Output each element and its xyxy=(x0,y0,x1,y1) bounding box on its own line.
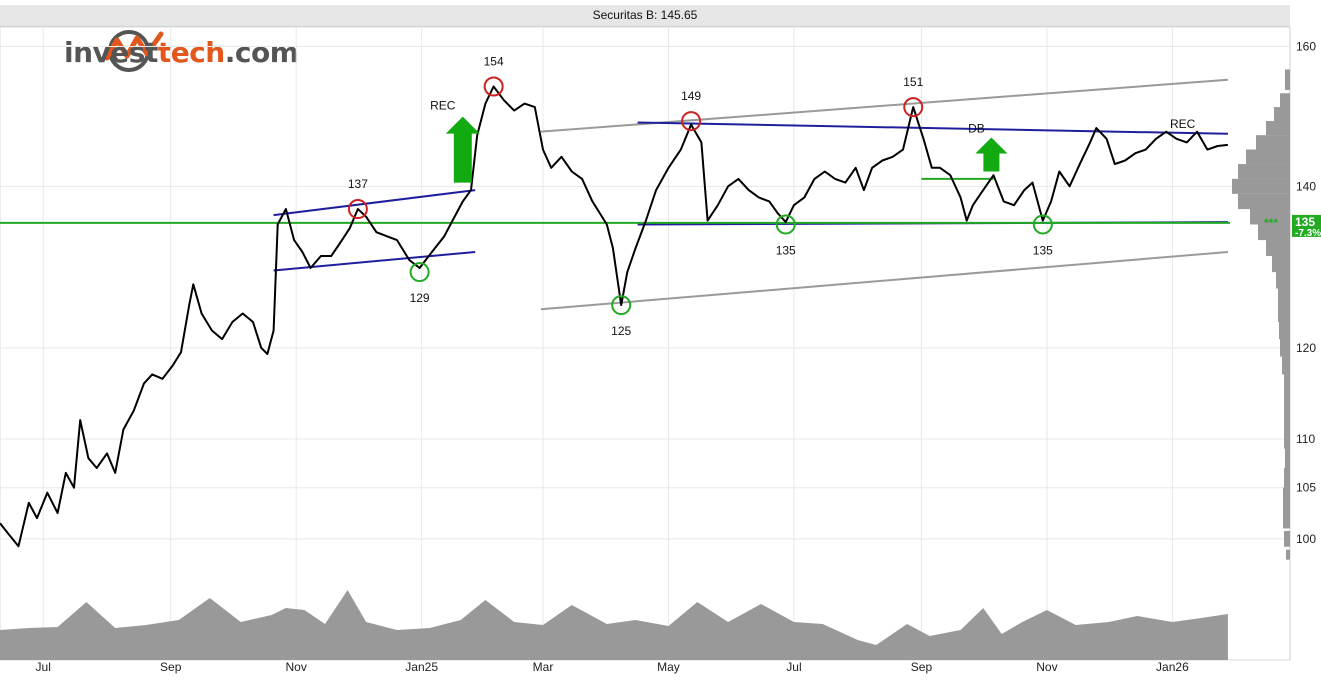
axes: 160 140 120 110 105 100 Jul Sep Nov Jan25 Mar May Ju… xyxy=(36,39,1321,674)
bottom-marker xyxy=(409,262,430,283)
volume-profile-bar xyxy=(1285,69,1290,90)
x-tick-label: Mar xyxy=(533,660,554,674)
volume-profile-bar xyxy=(1276,271,1290,289)
chart-title: Securitas B: 145.65 xyxy=(0,5,1290,27)
volume-profile-bar xyxy=(1278,304,1290,323)
y-tick-label: 105 xyxy=(1296,481,1316,495)
y-tick-label: 140 xyxy=(1296,179,1316,193)
signals: REC DB REC xyxy=(430,99,1196,183)
volume-profile-bar xyxy=(1266,239,1290,256)
x-tick-label: Nov xyxy=(1036,660,1057,674)
top-marker xyxy=(681,111,702,132)
volume-area-shape xyxy=(0,590,1228,660)
signal-label: REC xyxy=(1170,117,1196,131)
volume-profile-bar xyxy=(1284,410,1290,430)
volume-profile-bar xyxy=(1284,374,1290,393)
y-tick-label: 110 xyxy=(1296,432,1315,446)
trend-line xyxy=(540,78,1229,133)
buy-signal-arrow xyxy=(445,116,480,183)
top-marker xyxy=(347,199,368,220)
signal-label: DB xyxy=(968,121,985,135)
trend-line xyxy=(637,221,1228,226)
signal-label: REC xyxy=(430,99,456,113)
volume-profile-bar xyxy=(1272,255,1290,273)
logo-prefix: invest xyxy=(64,36,158,69)
x-tick-label: Jul xyxy=(36,660,51,674)
trend-line xyxy=(273,189,476,217)
trend-lines xyxy=(0,78,1230,311)
extreme-markers: 137 154 149 151 129 125 135 135 xyxy=(348,55,1053,339)
trend-line xyxy=(273,250,476,272)
volume-profile-bar xyxy=(1284,467,1290,488)
price-line xyxy=(0,85,1229,548)
volume-profile-bar xyxy=(1279,321,1290,340)
volume-profile-bar xyxy=(1274,107,1290,122)
volume-profile-bar xyxy=(1258,224,1290,241)
plot-frame xyxy=(0,26,1291,661)
price-tag-pct: -7.3% xyxy=(1295,228,1321,239)
top-label: 149 xyxy=(681,89,701,103)
volume-profile-bar xyxy=(1266,121,1290,136)
x-tick-label: Sep xyxy=(911,660,933,674)
x-tick-label: Jul xyxy=(786,660,801,674)
investtech-logo-text: investtech.com xyxy=(64,36,299,69)
price-tag-label: 135 xyxy=(1295,215,1315,229)
price-tag-box xyxy=(1292,214,1321,237)
top-label: 154 xyxy=(484,55,504,69)
bottom-label: 135 xyxy=(1033,243,1053,257)
x-tick-label: May xyxy=(657,660,680,674)
volume-profile-bar xyxy=(1285,448,1290,469)
bottom-label: 129 xyxy=(410,291,430,305)
volume-profile-bar xyxy=(1283,507,1290,529)
bottom-marker xyxy=(1032,214,1053,235)
volume-profile-bar xyxy=(1280,339,1290,357)
volume-profile-bar xyxy=(1283,487,1290,508)
volume-profile-bar xyxy=(1238,164,1290,179)
volume-profile-bar xyxy=(1246,149,1290,165)
top-marker xyxy=(903,97,924,118)
x-tick-label: Sep xyxy=(160,660,182,674)
top-label: 137 xyxy=(348,177,368,191)
volume-profile-bar xyxy=(1284,429,1290,449)
top-marker xyxy=(483,76,504,97)
bottom-marker xyxy=(775,214,796,235)
volume-profile-bar xyxy=(1284,530,1290,547)
y-tick-label: 100 xyxy=(1296,532,1316,546)
support-marker-text: *** xyxy=(1264,216,1278,230)
volume-profile-bar xyxy=(1286,549,1290,560)
y-tick-label: 120 xyxy=(1296,341,1316,355)
x-tick-label: Jan25 xyxy=(405,660,438,674)
volume-area xyxy=(0,590,1228,660)
volume-profile xyxy=(1232,69,1290,560)
x-tick-label: Jan26 xyxy=(1156,660,1189,674)
y-tick-label: 160 xyxy=(1296,39,1316,53)
volume-profile-bar xyxy=(1282,356,1290,375)
price-series xyxy=(0,85,1229,548)
top-label: 151 xyxy=(903,75,923,89)
trend-line xyxy=(637,121,1228,135)
volume-profile-bar xyxy=(1250,208,1290,225)
x-tick-label: Nov xyxy=(286,660,307,674)
bottom-label: 125 xyxy=(611,324,631,338)
volume-profile-bar xyxy=(1278,288,1290,306)
bottom-label: 135 xyxy=(776,243,796,257)
buy-signal-arrow xyxy=(975,137,1008,172)
volume-profile-bar xyxy=(1280,93,1290,108)
volume-profile-bar xyxy=(1256,135,1290,150)
volume-profile-bar xyxy=(1238,193,1290,210)
bottom-marker xyxy=(611,295,632,316)
trend-line xyxy=(540,250,1229,311)
volume-profile-bar xyxy=(1232,178,1290,194)
grid xyxy=(0,26,1291,661)
volume-profile-bar xyxy=(1284,392,1290,411)
logo-suffix: .com xyxy=(224,36,299,69)
logo-accent: tech xyxy=(157,36,225,69)
